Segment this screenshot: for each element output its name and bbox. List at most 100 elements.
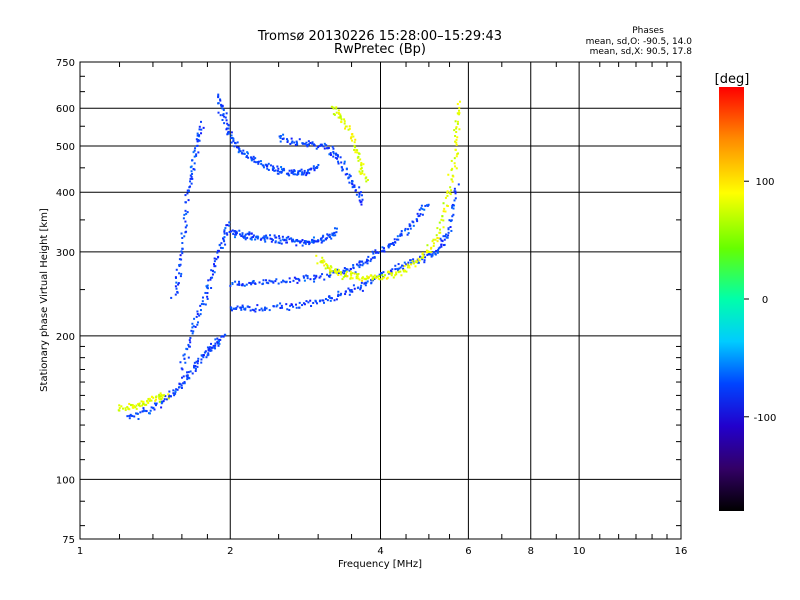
data-point <box>235 230 238 233</box>
data-point <box>298 306 301 309</box>
x-tick-label: 10 <box>573 546 586 557</box>
data-point <box>124 407 127 410</box>
data-point <box>280 168 283 171</box>
data-point <box>308 242 311 245</box>
data-point <box>192 167 195 170</box>
data-point <box>397 238 400 241</box>
data-point <box>142 400 145 403</box>
data-point <box>213 271 216 274</box>
data-point <box>396 238 399 241</box>
data-point <box>425 251 428 254</box>
data-point <box>285 236 288 239</box>
data-point <box>294 143 297 146</box>
data-point <box>158 397 161 400</box>
data-point <box>256 237 259 240</box>
data-point <box>142 410 145 413</box>
data-point <box>351 290 354 293</box>
data-point <box>286 141 289 144</box>
data-point <box>453 129 456 132</box>
data-point <box>198 139 201 142</box>
data-point <box>218 244 221 247</box>
data-point <box>270 280 273 283</box>
data-point <box>358 199 361 202</box>
data-point <box>360 284 363 287</box>
data-point <box>275 236 278 239</box>
data-point <box>291 240 294 243</box>
data-point <box>301 239 304 242</box>
data-point <box>236 305 239 308</box>
data-point <box>221 114 224 117</box>
data-point <box>302 173 305 176</box>
data-point <box>267 168 270 171</box>
data-point <box>232 137 235 140</box>
data-point <box>219 99 222 102</box>
data-point <box>279 136 282 139</box>
data-point <box>311 141 314 144</box>
data-point <box>445 204 448 207</box>
data-point <box>450 219 453 222</box>
data-point <box>409 259 412 262</box>
data-point <box>443 207 446 210</box>
data-point <box>405 263 408 266</box>
data-point <box>350 136 353 139</box>
data-point <box>219 114 222 117</box>
data-point <box>230 230 233 233</box>
data-point <box>420 204 423 207</box>
data-point <box>195 315 198 318</box>
data-point <box>209 348 212 351</box>
data-point <box>383 276 386 279</box>
data-point <box>334 271 337 274</box>
data-point <box>437 247 440 250</box>
data-point <box>288 174 291 177</box>
data-point <box>230 309 233 312</box>
data-point <box>335 153 338 156</box>
data-point <box>353 141 356 144</box>
data-point <box>250 232 253 235</box>
data-point <box>211 273 214 276</box>
data-point <box>439 237 442 240</box>
data-point <box>285 172 288 175</box>
data-point <box>361 198 364 201</box>
data-point <box>306 277 309 280</box>
colorbar <box>719 87 744 511</box>
data-point <box>177 283 180 286</box>
data-point <box>200 361 203 364</box>
data-point <box>209 349 212 352</box>
data-point <box>330 270 333 273</box>
data-point <box>363 277 366 280</box>
data-point <box>350 133 353 136</box>
data-point <box>211 276 214 279</box>
data-point <box>206 284 209 287</box>
data-point <box>400 232 403 235</box>
colorbar-label: [deg] <box>715 72 750 87</box>
data-point <box>147 397 150 400</box>
data-point <box>331 232 334 235</box>
data-point <box>255 236 258 239</box>
data-point <box>184 201 187 204</box>
data-point <box>292 305 295 308</box>
data-point <box>373 256 376 259</box>
data-point <box>412 224 415 227</box>
data-point <box>209 276 212 279</box>
data-point <box>391 268 394 271</box>
data-point <box>272 281 275 284</box>
data-point <box>243 308 246 311</box>
data-point <box>301 172 304 175</box>
data-point <box>200 128 203 131</box>
data-point <box>196 140 199 143</box>
data-point <box>451 204 454 207</box>
data-point <box>188 339 191 342</box>
data-point <box>175 281 178 284</box>
data-point <box>344 173 347 176</box>
data-point <box>152 407 155 410</box>
data-point <box>399 234 402 237</box>
data-point <box>437 249 440 252</box>
data-point <box>177 282 180 285</box>
data-point <box>231 282 234 285</box>
data-point <box>326 147 329 150</box>
data-point <box>295 277 298 280</box>
data-point <box>153 408 156 411</box>
data-point <box>360 203 363 206</box>
x-tick-label: 2 <box>227 546 233 557</box>
data-point <box>208 347 211 350</box>
